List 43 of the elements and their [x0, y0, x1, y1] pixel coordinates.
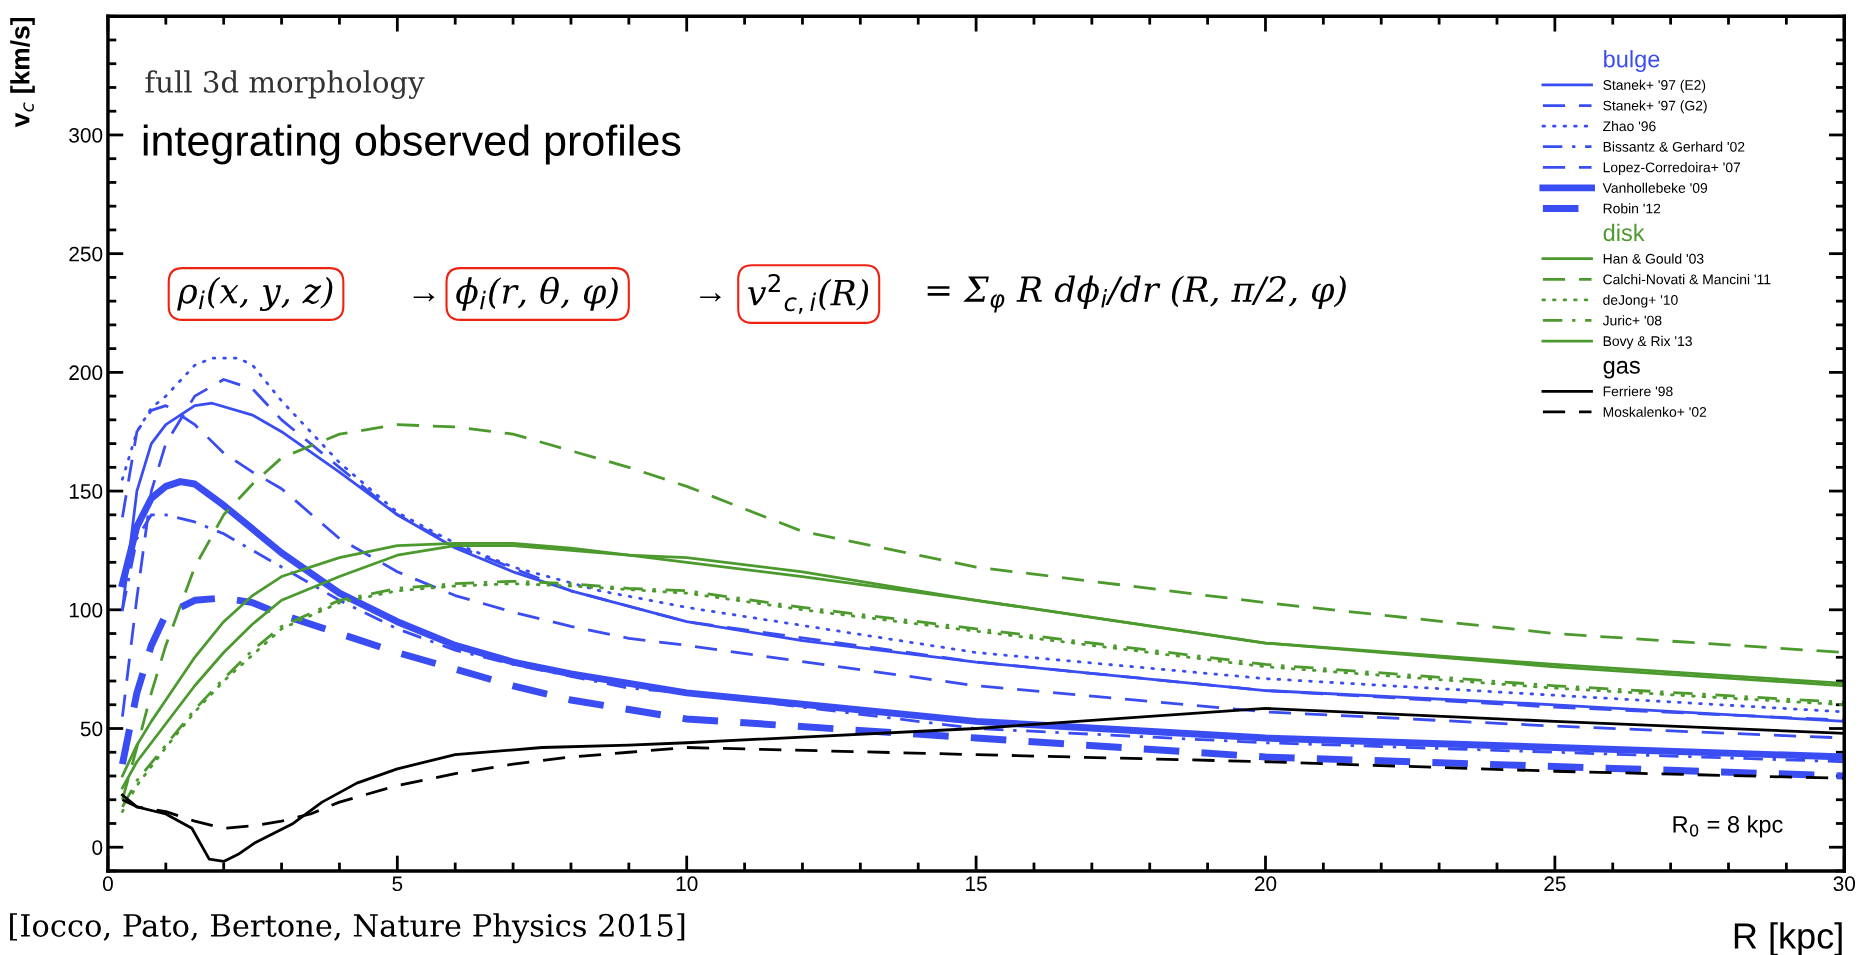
- legend-label: Stanek+ '97 (E2): [1603, 79, 1706, 93]
- legend-label: Stanek+ '97 (G2): [1603, 100, 1707, 114]
- annotation: disk: [1603, 223, 1645, 242]
- x-tick-label: 30: [1833, 876, 1856, 892]
- legend-label: Robin '12: [1603, 203, 1661, 214]
- annotation: bulge: [1604, 50, 1660, 73]
- annotation: ρ$_{i}$(x, y, z): [177, 276, 333, 311]
- annotation: ϕ$_{i}$(r, θ, φ): [456, 276, 618, 311]
- y-tick-label: 200: [69, 365, 103, 381]
- y-tick-label: 150: [69, 484, 103, 499]
- annotation: v$^{2}$$_{c,i}$(R): [748, 273, 869, 314]
- x-tick-label: 25: [1544, 876, 1566, 892]
- y-tick-label: 100: [69, 602, 103, 618]
- legend-label: Bissantz & Gerhard '02: [1603, 141, 1745, 152]
- legend-label: Han & Gould '03: [1603, 253, 1704, 264]
- x-tick-label: 5: [392, 876, 403, 892]
- x-tick-label: 15: [966, 876, 987, 892]
- text: [Iocco, Pato, Bertone, Nature Physics 2015]: [10, 913, 685, 944]
- legend-label: Moskalenko+ '02: [1603, 406, 1707, 417]
- x-tick-label: 20: [1254, 876, 1277, 892]
- y-tick-label: 250: [69, 246, 103, 262]
- annotation: R$_{0}$ = 8 kpc: [1673, 815, 1783, 838]
- legend-label: Ferriere '98: [1603, 386, 1673, 397]
- legend-label: deJong+ '10: [1603, 294, 1678, 308]
- legend-label: Zhao '96: [1603, 120, 1656, 132]
- x-axis-title: R [kpc]: [1734, 922, 1842, 955]
- legend-label: Vanhollebeke '09: [1602, 182, 1708, 193]
- legend-label: Lopez-Corredoira+ '07: [1603, 162, 1741, 176]
- x-tick-label: 10: [676, 876, 698, 892]
- y-tick-label: 50: [80, 721, 103, 737]
- annotation: full 3d morphology: [145, 70, 425, 99]
- annotation: gas: [1603, 360, 1640, 379]
- annotation: →: [413, 293, 435, 302]
- annotation: integrating observed profiles: [143, 124, 681, 165]
- annotation: = Σ$_{φ}$ R dϕ$_{i}$/dr (R, π/2, φ): [927, 275, 1346, 313]
- legend-label: Bovy & Rix '13: [1603, 335, 1692, 349]
- x-tick-label: 0: [102, 876, 113, 892]
- y-tick-label: 0: [92, 840, 103, 855]
- legend-label: Calchi-Novati & Mancini '11: [1603, 274, 1771, 285]
- y-axis-title: v$_{c}$ [km/s]: [10, 17, 35, 128]
- y-tick-label: 300: [69, 127, 103, 143]
- annotation: →: [700, 293, 721, 302]
- legend-label: Juric+ '08: [1602, 315, 1662, 326]
